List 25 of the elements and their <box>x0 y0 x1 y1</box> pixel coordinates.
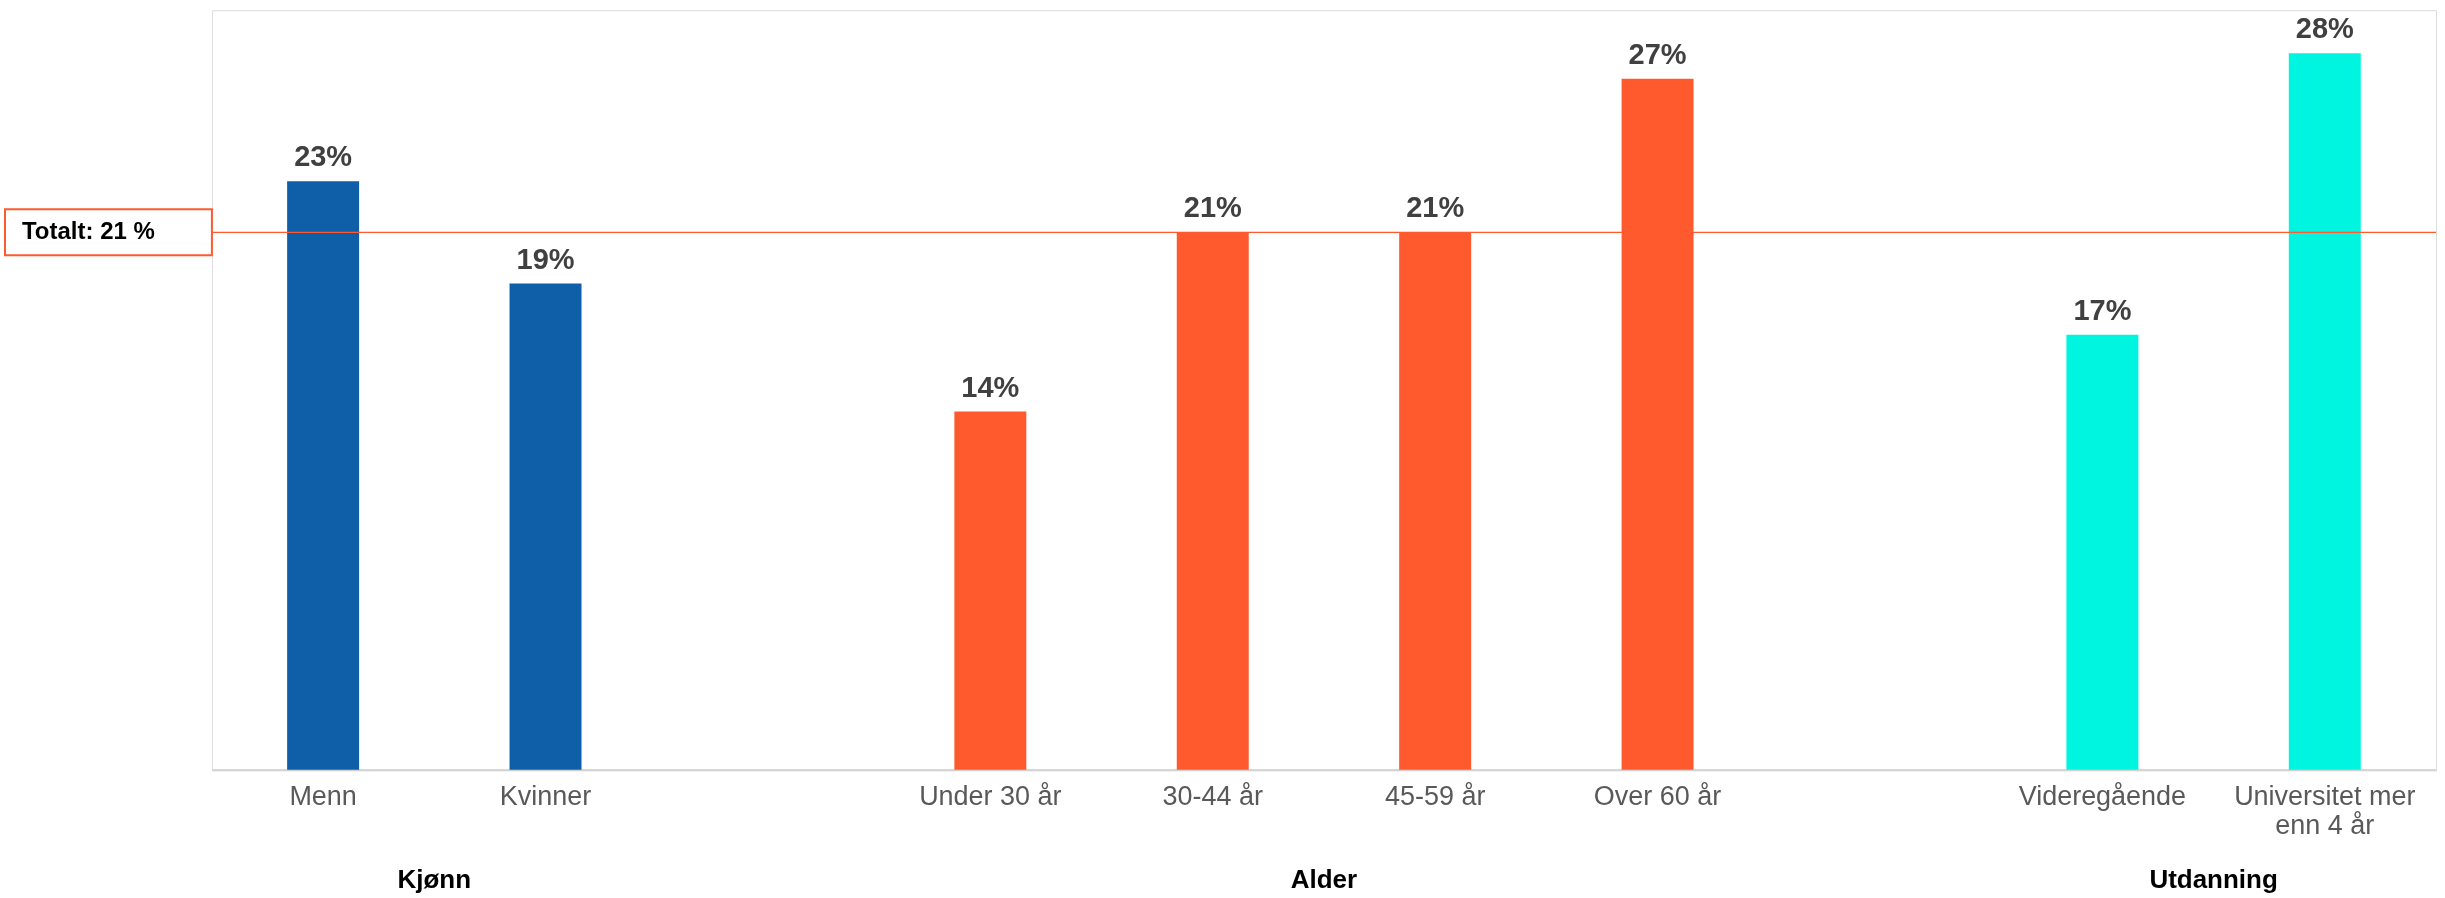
text: Utdanning <box>2149 863 2278 894</box>
bar <box>287 181 360 770</box>
x-tick-label: Under 30 år <box>919 781 1062 812</box>
data-label: 27% <box>1628 37 1687 70</box>
text: Alder <box>1290 863 1358 894</box>
data-label: 19% <box>516 242 575 275</box>
x-tick-label: 30-44 år <box>1162 781 1263 812</box>
x-tick-label: Over 60 år <box>1593 781 1722 812</box>
data-label: 28% <box>2295 12 2354 45</box>
data-label: 21% <box>1183 191 1242 224</box>
ref-line-label: Totalt: 21 % <box>21 217 155 245</box>
x-tick-label: Menn <box>289 781 357 812</box>
x-tick-label: Kvinner <box>499 781 592 812</box>
data-label: 14% <box>961 370 1020 403</box>
bar <box>2066 334 2139 770</box>
x-tick-label: 45-59 år <box>1384 781 1486 812</box>
bar <box>509 283 582 770</box>
text: Kjønn <box>397 863 472 894</box>
data-label: 21% <box>1406 191 1465 224</box>
data-label: 17% <box>2073 293 2132 326</box>
data-label: 23% <box>294 140 353 173</box>
x-tick-label: Videregående <box>2018 781 2187 812</box>
x-tick-label: Universitet mer enn 4 år <box>2234 781 2416 841</box>
bar <box>954 411 1027 770</box>
bar <box>2288 53 2361 770</box>
